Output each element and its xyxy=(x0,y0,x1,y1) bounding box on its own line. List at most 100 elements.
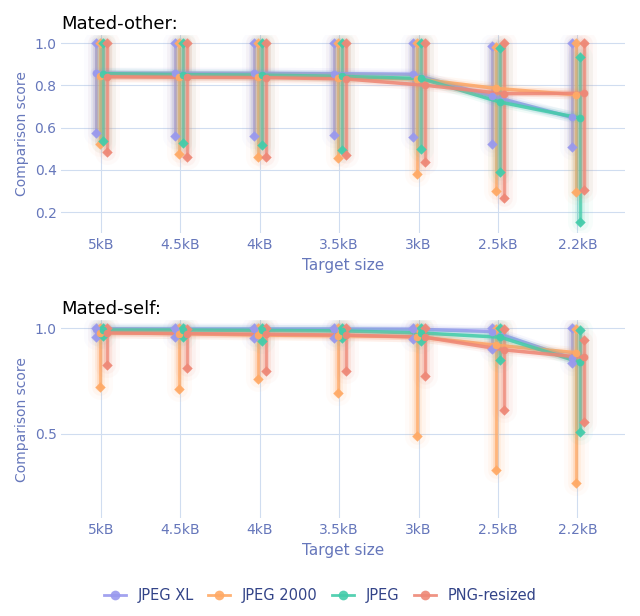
Point xyxy=(328,324,339,334)
Point xyxy=(328,333,339,342)
Point xyxy=(337,323,347,333)
Point xyxy=(257,323,268,333)
Point xyxy=(333,388,343,398)
Point xyxy=(495,323,506,333)
Point xyxy=(333,323,343,333)
Point xyxy=(487,91,497,101)
Point xyxy=(575,325,585,335)
Point xyxy=(420,323,430,333)
Text: Mated-other:: Mated-other: xyxy=(61,15,178,33)
Point xyxy=(99,136,109,146)
Point xyxy=(178,139,188,148)
Point xyxy=(495,332,506,342)
Point xyxy=(571,347,581,357)
Point xyxy=(328,69,339,79)
Point xyxy=(492,43,502,52)
Point xyxy=(174,329,184,339)
Point xyxy=(182,72,192,82)
Point xyxy=(253,38,264,48)
Point xyxy=(94,139,104,148)
Point xyxy=(412,332,422,342)
Point xyxy=(333,331,343,341)
Point xyxy=(412,432,422,442)
Point xyxy=(420,80,430,90)
Point xyxy=(579,335,589,345)
Point xyxy=(170,332,180,342)
Point xyxy=(499,345,509,355)
Point xyxy=(416,39,426,49)
Point xyxy=(182,363,192,373)
Point xyxy=(499,193,509,203)
Point xyxy=(174,149,184,159)
Point xyxy=(499,405,509,415)
Point xyxy=(408,334,418,344)
Point xyxy=(412,38,422,48)
Point xyxy=(94,328,104,338)
Point xyxy=(575,357,585,367)
Point xyxy=(579,185,589,195)
Point xyxy=(257,336,268,346)
Point xyxy=(416,328,426,338)
Point xyxy=(337,145,347,155)
Point xyxy=(170,68,180,78)
Point xyxy=(94,323,104,333)
Point xyxy=(579,88,589,98)
Y-axis label: Comparison score: Comparison score xyxy=(15,357,29,482)
Point xyxy=(412,74,422,84)
Point xyxy=(420,332,430,342)
Point xyxy=(571,477,581,487)
Point xyxy=(579,38,589,48)
Point xyxy=(99,69,109,79)
Point xyxy=(495,97,506,107)
Point xyxy=(182,38,192,48)
Point xyxy=(102,323,113,333)
Point xyxy=(566,113,577,123)
Point xyxy=(253,152,264,161)
Point xyxy=(328,323,339,333)
Point xyxy=(102,360,113,370)
Point xyxy=(340,150,351,160)
Point xyxy=(408,323,418,333)
Point xyxy=(416,144,426,153)
Point xyxy=(99,325,109,335)
Point xyxy=(571,90,581,100)
Point xyxy=(178,325,188,335)
Point xyxy=(249,38,259,48)
Point xyxy=(170,131,180,140)
Point xyxy=(416,336,426,346)
Point xyxy=(412,323,422,333)
Point xyxy=(499,89,509,99)
Point xyxy=(340,330,351,340)
Point xyxy=(337,38,347,48)
Point xyxy=(261,366,271,376)
Point xyxy=(90,68,100,78)
Point xyxy=(257,140,268,150)
Point xyxy=(487,41,497,51)
Point xyxy=(575,427,585,437)
Point xyxy=(495,43,506,53)
X-axis label: Target size: Target size xyxy=(302,543,385,558)
Point xyxy=(174,323,184,333)
Point xyxy=(499,324,509,334)
Point xyxy=(253,72,264,82)
Point xyxy=(90,324,100,334)
Point xyxy=(253,330,264,340)
Point xyxy=(566,323,577,333)
Point xyxy=(408,70,418,79)
Point xyxy=(178,70,188,79)
Point xyxy=(178,332,188,342)
X-axis label: Target size: Target size xyxy=(302,257,385,272)
Point xyxy=(487,326,497,336)
Point xyxy=(487,139,497,149)
Point xyxy=(257,38,268,48)
Point xyxy=(412,169,422,179)
Point xyxy=(420,38,430,48)
Point xyxy=(575,217,585,227)
Point xyxy=(253,375,264,384)
Point xyxy=(178,38,188,48)
Point xyxy=(261,330,271,339)
Point xyxy=(416,73,426,83)
Point xyxy=(90,38,100,48)
Point xyxy=(340,74,351,84)
Point xyxy=(261,152,271,161)
